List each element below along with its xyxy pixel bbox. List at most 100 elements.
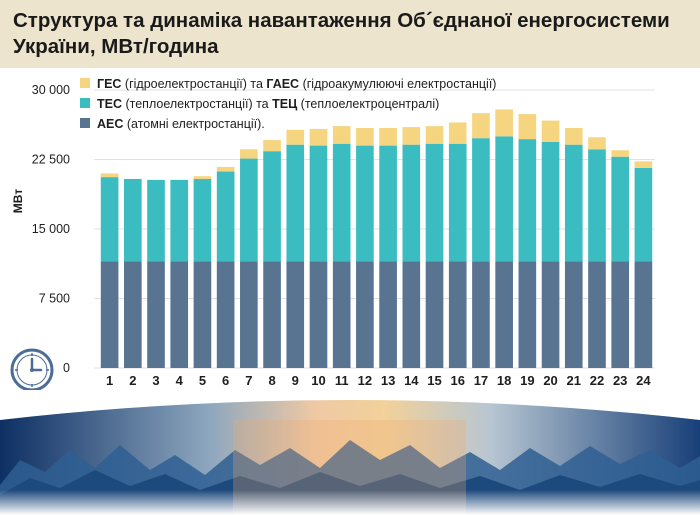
bar-segment-hes — [309, 128, 328, 146]
x-tick-label: 18 — [497, 373, 511, 388]
bar-segment-tes — [611, 156, 630, 262]
bar-segment-aes — [541, 261, 560, 368]
legend-label-hes: ГЕС (гідроелектростанції) та ГАЕС (гідро… — [97, 77, 496, 91]
bar-segment-hes — [100, 173, 119, 178]
bar-segment-aes — [170, 261, 189, 368]
landscape-illustration — [0, 400, 700, 515]
bar-segment-aes — [634, 261, 653, 368]
x-tick-label: 23 — [613, 373, 627, 388]
y-axis-label: МВт — [11, 189, 25, 214]
legend-swatch-aes — [80, 118, 90, 128]
bar-segment-tes — [564, 144, 583, 262]
bar-segment-hes — [216, 166, 235, 172]
bar-segment-tes — [448, 143, 467, 262]
bar-segment-tes — [541, 141, 560, 262]
x-tick-label: 9 — [292, 373, 299, 388]
bar-segment-tes — [402, 144, 421, 262]
bars — [100, 109, 653, 368]
x-tick-label: 15 — [427, 373, 441, 388]
bar-segment-hes — [564, 127, 583, 145]
bar-segment-aes — [240, 261, 258, 368]
bar-segment-hes — [240, 149, 258, 159]
x-tick-label: 1 — [106, 373, 113, 388]
bar-segment-hes — [425, 126, 444, 144]
bar-segment-aes — [611, 261, 630, 368]
x-tick-label: 13 — [381, 373, 395, 388]
bar-segment-tes — [379, 145, 397, 262]
x-tick-label: 12 — [358, 373, 372, 388]
page-title: Структура та динаміка навантаження Об´єд… — [13, 8, 693, 60]
x-tick-label: 20 — [543, 373, 557, 388]
title-line-2: України, МВт/година — [13, 35, 219, 58]
x-tick-label: 7 — [245, 373, 252, 388]
snow-fade — [0, 490, 700, 515]
bar-segment-hes — [611, 150, 630, 157]
header-band: Структура та динаміка навантаження Об´єд… — [0, 0, 700, 68]
bar-segment-tes — [472, 138, 490, 262]
bar-segment-tes — [332, 143, 351, 262]
x-tick-label: 2 — [129, 373, 136, 388]
bar-segment-tes — [495, 136, 513, 262]
bar-segment-tes — [100, 177, 119, 262]
bar-segment-aes — [286, 261, 305, 368]
bar-segment-aes — [123, 261, 142, 368]
bar-segment-hes — [193, 176, 212, 179]
bar-segment-aes — [100, 261, 119, 368]
y-tick-label: 15 000 — [32, 222, 70, 236]
bar-segment-aes — [216, 261, 235, 368]
bar-segment-aes — [147, 261, 165, 368]
bar-segment-hes — [448, 122, 467, 144]
bar-segment-tes — [286, 144, 305, 262]
bar-segment-tes — [425, 143, 444, 262]
bar-segment-hes — [472, 113, 490, 139]
x-tick-label: 22 — [590, 373, 604, 388]
bar-segment-aes — [193, 261, 212, 368]
y-axis-ticks: 0 7 500 15 000 22 500 30 000 — [32, 83, 70, 375]
y-tick-label: 22 500 — [32, 153, 70, 167]
x-tick-label: 6 — [222, 373, 229, 388]
x-tick-label: 24 — [636, 373, 651, 388]
bar-segment-aes — [588, 261, 606, 368]
bar-segment-hes — [518, 114, 537, 140]
bar-segment-hes — [634, 161, 653, 168]
bar-segment-tes — [588, 149, 606, 262]
bar-segment-tes — [634, 167, 653, 262]
bar-segment-aes — [332, 261, 351, 368]
bar-segment-aes — [425, 261, 444, 368]
bar-segment-tes — [240, 158, 258, 262]
y-tick-label: 7 500 — [39, 292, 70, 306]
legend-swatch-hes — [80, 78, 90, 88]
bar-segment-aes — [263, 261, 281, 368]
bar-segment-aes — [402, 261, 421, 368]
x-tick-label: 5 — [199, 373, 206, 388]
x-tick-label: 8 — [268, 373, 275, 388]
x-tick-label: 19 — [520, 373, 534, 388]
bar-segment-aes — [495, 261, 513, 368]
bar-segment-hes — [379, 127, 397, 146]
x-tick-label: 17 — [474, 373, 488, 388]
legend-swatch-tes — [80, 98, 90, 108]
legend: ГЕС (гідроелектростанції) та ГАЕС (гідро… — [80, 77, 496, 131]
bar-segment-tes — [216, 171, 235, 262]
x-tick-label: 10 — [311, 373, 325, 388]
bar-segment-aes — [472, 261, 490, 368]
bar-segment-aes — [564, 261, 583, 368]
bar-segment-aes — [309, 261, 328, 368]
title-line-1: Структура та динаміка навантаження Об´єд… — [13, 9, 670, 32]
y-tick-label: 0 — [63, 361, 70, 375]
bar-segment-tes — [170, 179, 189, 262]
bar-segment-aes — [379, 261, 397, 368]
x-tick-label: 16 — [450, 373, 464, 388]
bar-segment-aes — [448, 261, 467, 368]
bar-segment-hes — [356, 127, 374, 146]
x-axis-ticks: 1 2 3 4 5 6 7 8 9 10 11 12 13 14 15 16 17 18 19 20 21 22 23 24 — [106, 373, 651, 388]
bar-segment-hes — [541, 120, 560, 142]
bar-segment-aes — [356, 261, 374, 368]
x-tick-label: 3 — [152, 373, 159, 388]
bar-segment-tes — [518, 139, 537, 262]
bar-segment-tes — [356, 145, 374, 262]
bar-segment-aes — [518, 261, 537, 368]
y-tick-label: 30 000 — [32, 83, 70, 97]
